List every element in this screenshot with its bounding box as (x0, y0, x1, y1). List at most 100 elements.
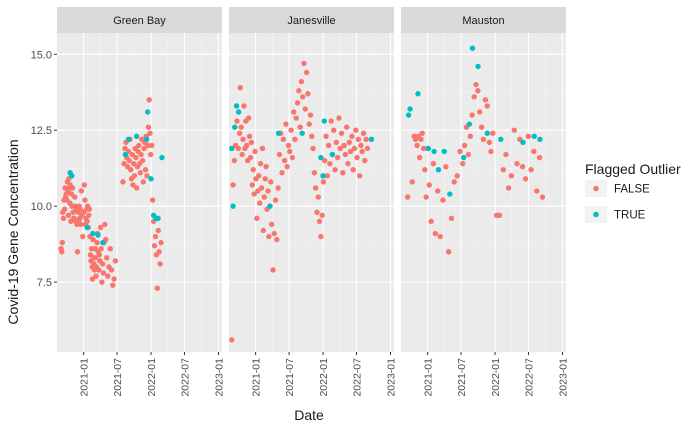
data-point-false (285, 142, 292, 149)
data-point-false (120, 179, 126, 185)
data-point-true (69, 173, 75, 179)
data-point-false (157, 261, 163, 267)
data-point-false (314, 209, 320, 215)
x-tick-label: 2022-01 (146, 358, 158, 397)
data-point-true (232, 124, 238, 130)
data-point-false (147, 151, 154, 158)
data-point-true (431, 148, 437, 155)
data-point-false (496, 212, 503, 218)
data-point-true (321, 118, 328, 124)
data-point-false (86, 206, 93, 212)
data-point-true (466, 121, 473, 127)
data-point-false (99, 279, 105, 285)
data-point-false (287, 148, 293, 155)
data-point-false (440, 197, 446, 203)
data-point-false (305, 91, 311, 97)
data-point-false (347, 148, 354, 155)
data-point-false (158, 239, 164, 246)
x-tick-label: 2021-01 (251, 358, 263, 397)
data-point-false (505, 185, 512, 191)
data-point-false (84, 218, 90, 225)
data-point-false (488, 148, 494, 155)
data-point-false (353, 127, 359, 133)
data-point-false (469, 112, 475, 118)
data-point-false (122, 145, 128, 152)
data-point-false (276, 151, 283, 158)
data-point-false (290, 109, 297, 115)
data-point-false (359, 148, 365, 155)
facet-strip-label: Janesville (287, 15, 335, 27)
data-point-false (522, 176, 529, 182)
data-point-false (89, 276, 96, 282)
data-point-false (155, 227, 161, 234)
data-point-true (230, 203, 236, 209)
x-tick-label: 2022-07 (351, 358, 363, 397)
data-point-false (72, 194, 78, 200)
data-point-false (86, 212, 92, 218)
data-point-false (283, 121, 289, 127)
data-point-true (407, 106, 413, 112)
data-point-false (531, 148, 537, 155)
data-point-false (249, 182, 255, 188)
facet-strip (57, 7, 222, 33)
data-point-false (473, 81, 479, 88)
data-point-false (274, 236, 280, 243)
data-point-false (355, 136, 362, 143)
data-point-false (302, 106, 309, 112)
data-point-false (288, 127, 294, 133)
x-axis-title: Date (294, 407, 324, 423)
data-point-false (349, 133, 355, 139)
data-point-false (126, 157, 132, 164)
data-point-false (96, 252, 103, 258)
data-point-true (84, 224, 90, 231)
x-tick-label: 2023-01 (385, 358, 397, 397)
data-point-false (138, 151, 144, 158)
data-point-false (528, 167, 534, 173)
data-point-false (298, 78, 305, 85)
data-point-false (293, 115, 299, 121)
data-point-true (233, 103, 240, 109)
data-point-false (246, 133, 253, 139)
facet-panel-mauston: Mauston 2021-01 2021-07 2022-01 2022-07 2023-… (401, 7, 569, 397)
data-point-false (338, 130, 345, 136)
data-point-false (328, 118, 334, 124)
data-point-false (270, 267, 276, 273)
data-point-false (130, 160, 137, 167)
data-point-false (229, 337, 235, 343)
facet-strip (401, 7, 566, 33)
data-point-false (341, 142, 347, 149)
data-point-false (307, 112, 314, 118)
data-point-false (261, 194, 267, 200)
data-point-false (325, 142, 332, 149)
data-point-false (525, 133, 532, 139)
data-point-false (145, 124, 152, 130)
data-point-false (284, 163, 290, 170)
data-point-false (257, 160, 264, 167)
data-point-false (111, 276, 117, 282)
data-point-false (475, 88, 481, 94)
data-point-false (363, 136, 369, 143)
data-point-false (490, 130, 496, 136)
data-point-false (258, 185, 265, 191)
data-point-false (409, 179, 415, 185)
data-point-false (289, 154, 296, 161)
data-point-false (250, 167, 256, 173)
facet-panel-green-bay: Green Bay 2021-01 2021-07 2022-01 2022-07 202… (57, 7, 225, 397)
y-axis-title: Covid-19 Gene Concentration (5, 139, 21, 324)
panel-background (401, 33, 566, 352)
data-point-false (142, 167, 149, 173)
data-point-false (78, 221, 84, 228)
data-point-false (129, 151, 135, 158)
data-point-false (265, 188, 271, 194)
facet-panel-janesville: Janesville 2021-01 2021-07 2022-01 2022-07 20… (229, 7, 397, 397)
data-point-false (508, 173, 515, 179)
data-point-false (59, 239, 66, 246)
data-point-false (423, 194, 429, 200)
data-point-false (139, 157, 146, 164)
data-point-false (311, 170, 318, 176)
data-point-false (324, 173, 330, 179)
data-point-false (460, 160, 466, 167)
data-point-false (61, 206, 68, 212)
data-point-false (309, 133, 315, 139)
data-point-false (271, 230, 277, 237)
